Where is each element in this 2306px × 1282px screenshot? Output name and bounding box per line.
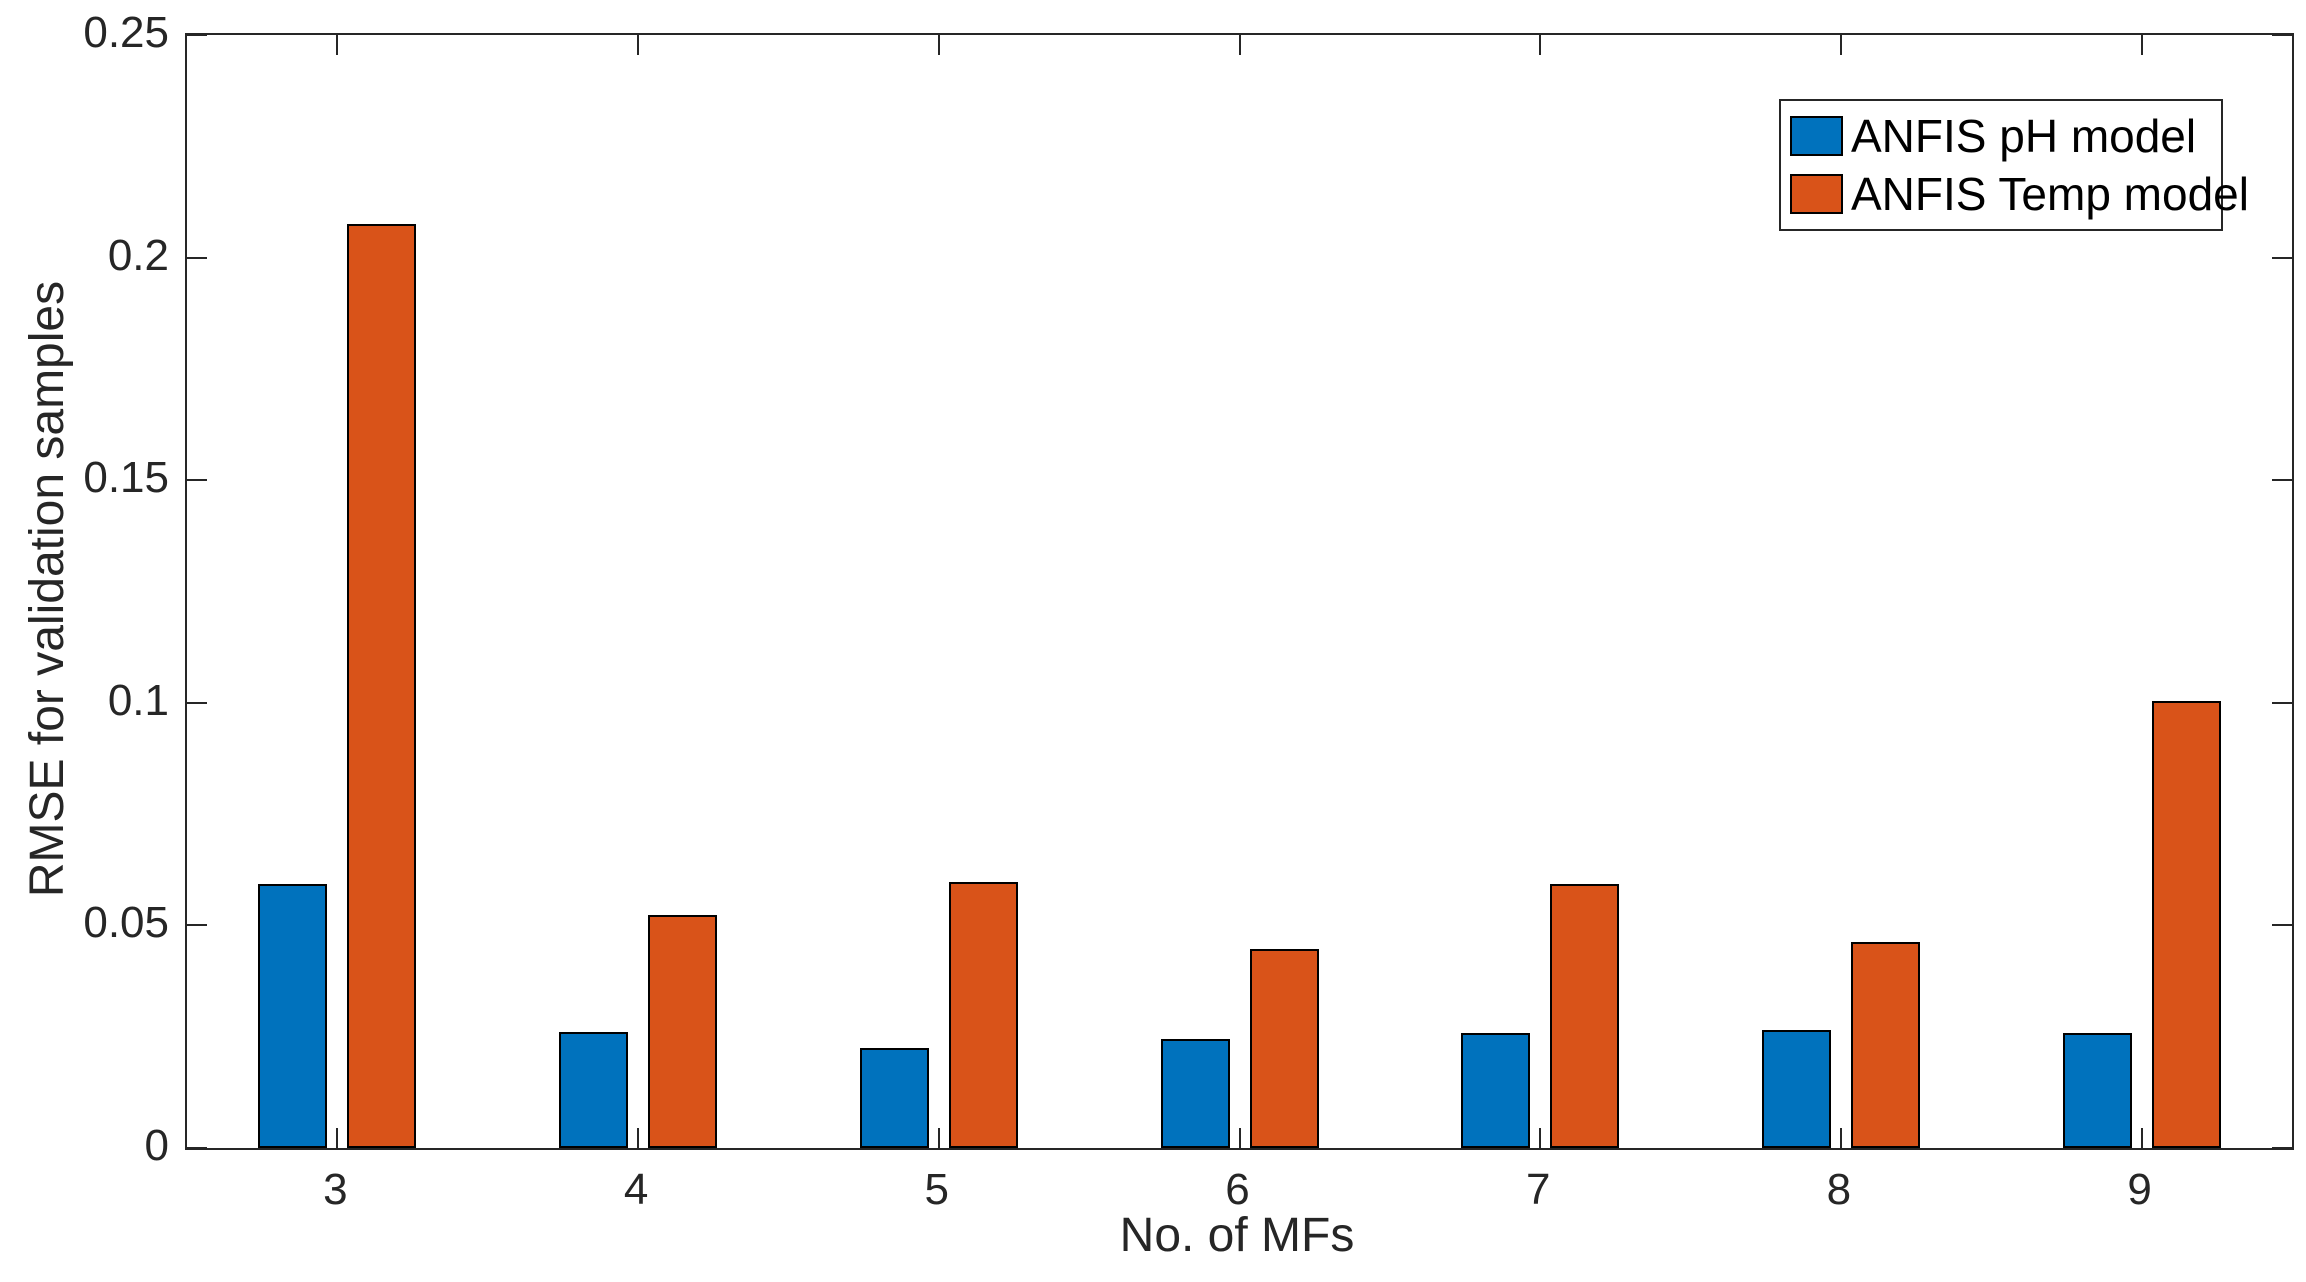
bar-anfis-temp-model-mf6 (1249, 949, 1319, 1148)
y-tick-label: 0 (144, 1121, 169, 1170)
bar-anfis-temp-model-mf7 (1550, 884, 1620, 1148)
plot-area: ANFIS pH model ANFIS Temp model (185, 33, 2294, 1150)
bar-anfis-ph-model-mf6 (1160, 1038, 1230, 1148)
x-tick-label: 7 (1525, 1165, 1551, 1214)
bar-anfis-ph-model-mf8 (1761, 1030, 1831, 1148)
y-tick-left (187, 924, 207, 927)
bar-anfis-ph-model-mf9 (2062, 1033, 2132, 1148)
y-axis-label: RMSE for validation samples (21, 280, 74, 898)
legend-swatch-ph (1790, 116, 1843, 156)
y-tick-left (187, 256, 207, 259)
legend-item-temp: ANFIS Temp model (1781, 165, 2249, 223)
y-tick-label: 0.05 (83, 898, 169, 948)
x-axis-label: No. of MFs (1119, 1209, 1355, 1262)
y-tick-label: 0.15 (83, 453, 169, 503)
y-tick-right (2272, 479, 2292, 482)
bar-anfis-temp-model-mf8 (1850, 941, 1920, 1148)
y-tick-label: 0.2 (107, 230, 169, 280)
legend-label-ph: ANFIS pH model (1851, 110, 2197, 162)
x-tick-top (2140, 35, 2143, 55)
y-tick-right (2272, 1147, 2292, 1149)
legend-item-ph: ANFIS pH model (1781, 107, 2221, 165)
x-tick-bottom (1238, 1128, 1241, 1148)
bar-anfis-ph-model-mf3 (258, 884, 328, 1148)
y-tick-left (187, 34, 207, 36)
bar-anfis-ph-model-mf4 (559, 1031, 629, 1148)
x-tick-label: 5 (924, 1165, 950, 1214)
x-tick-top (1238, 35, 1241, 55)
bar-anfis-ph-model-mf7 (1461, 1033, 1531, 1148)
x-tick-label: 8 (1826, 1165, 1852, 1214)
y-tick-label: 0.25 (83, 8, 169, 57)
x-tick-label: 9 (2127, 1165, 2152, 1214)
bar-anfis-ph-model-mf5 (859, 1047, 929, 1148)
y-tick-right (2272, 924, 2292, 927)
y-tick-left (187, 479, 207, 482)
x-tick-label: 4 (623, 1165, 649, 1214)
x-tick-label: 3 (323, 1165, 348, 1214)
legend-swatch-temp (1790, 174, 1843, 214)
x-tick-bottom (637, 1128, 640, 1148)
y-tick-right (2272, 701, 2292, 704)
x-tick-top (637, 35, 640, 55)
bar-anfis-temp-model-mf9 (2151, 701, 2221, 1148)
y-tick-left (187, 701, 207, 704)
legend-label-temp: ANFIS Temp model (1851, 168, 2249, 220)
y-tick-left (187, 1147, 207, 1149)
x-tick-top (336, 35, 339, 55)
y-tick-right (2272, 256, 2292, 259)
x-tick-bottom (2140, 1128, 2143, 1148)
x-tick-bottom (336, 1128, 339, 1148)
y-tick-right (2272, 34, 2292, 36)
x-tick-top (937, 35, 940, 55)
x-tick-top (1839, 35, 1842, 55)
bar-anfis-temp-model-mf5 (948, 881, 1018, 1148)
x-tick-bottom (1539, 1128, 1542, 1148)
bar-anfis-temp-model-mf4 (648, 914, 718, 1148)
x-tick-top (1539, 35, 1542, 55)
legend: ANFIS pH model ANFIS Temp model (1779, 99, 2249, 231)
x-tick-label: 6 (1225, 1165, 1250, 1214)
x-tick-bottom (937, 1128, 940, 1148)
bar-anfis-temp-model-mf3 (347, 223, 417, 1148)
y-tick-label: 0.1 (107, 675, 169, 725)
x-tick-bottom (1839, 1128, 1842, 1148)
